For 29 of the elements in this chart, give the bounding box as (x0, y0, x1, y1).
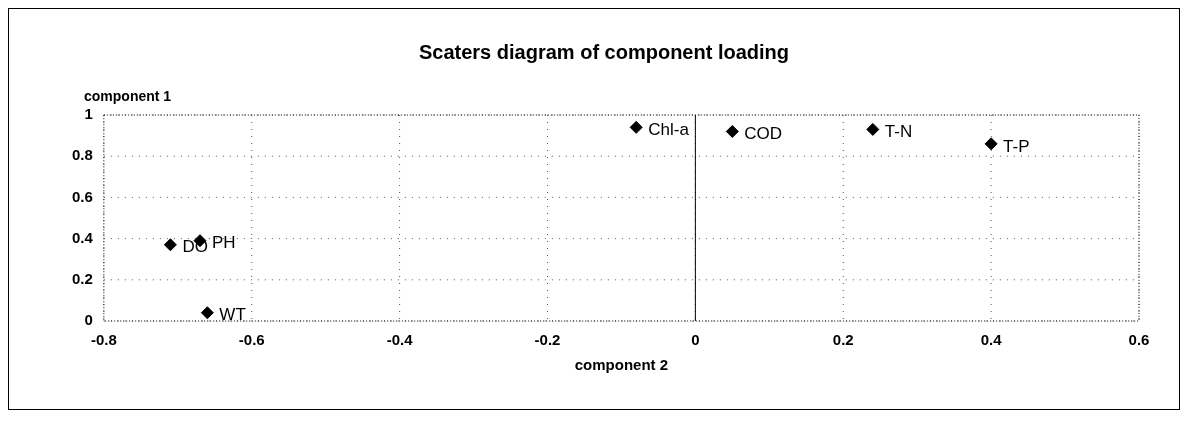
annotation: COD (744, 124, 783, 144)
x-tick-label: 0.2 (832, 331, 854, 349)
x-tick-label: -0.8 (90, 331, 117, 349)
y-tick-label: 0.6 (71, 187, 93, 205)
x-tick-label: -0.2 (534, 331, 561, 349)
y-tick-label: 0.8 (71, 146, 93, 164)
y-tick-label: 0.4 (71, 228, 94, 246)
x-tick-label: 0.4 (980, 331, 1003, 349)
annotation: Chl-a (648, 120, 690, 140)
y-axis-title: component 1 (84, 87, 172, 104)
x-tick-label: -0.6 (238, 331, 265, 349)
chart-title: Scaters diagram of component loading (418, 40, 790, 63)
point (200, 306, 214, 320)
annotation: WT (219, 305, 246, 325)
x-tick-label: 0.6 (1128, 331, 1150, 349)
point (866, 122, 880, 136)
annotation: T-N (884, 122, 913, 142)
y-tick-label: 0 (84, 311, 93, 329)
point (984, 137, 998, 151)
point (725, 124, 739, 138)
annotation: PH (211, 233, 236, 253)
y-tick-label: 0.2 (71, 269, 93, 287)
y-tick-label: 1 (84, 105, 93, 123)
annotation: T-P (1003, 136, 1030, 156)
point (629, 120, 643, 134)
x-axis-title: component 2 (574, 356, 669, 374)
x-tick-label: -0.4 (386, 331, 414, 349)
x-tick-label: 0 (691, 331, 700, 349)
point (163, 238, 177, 252)
